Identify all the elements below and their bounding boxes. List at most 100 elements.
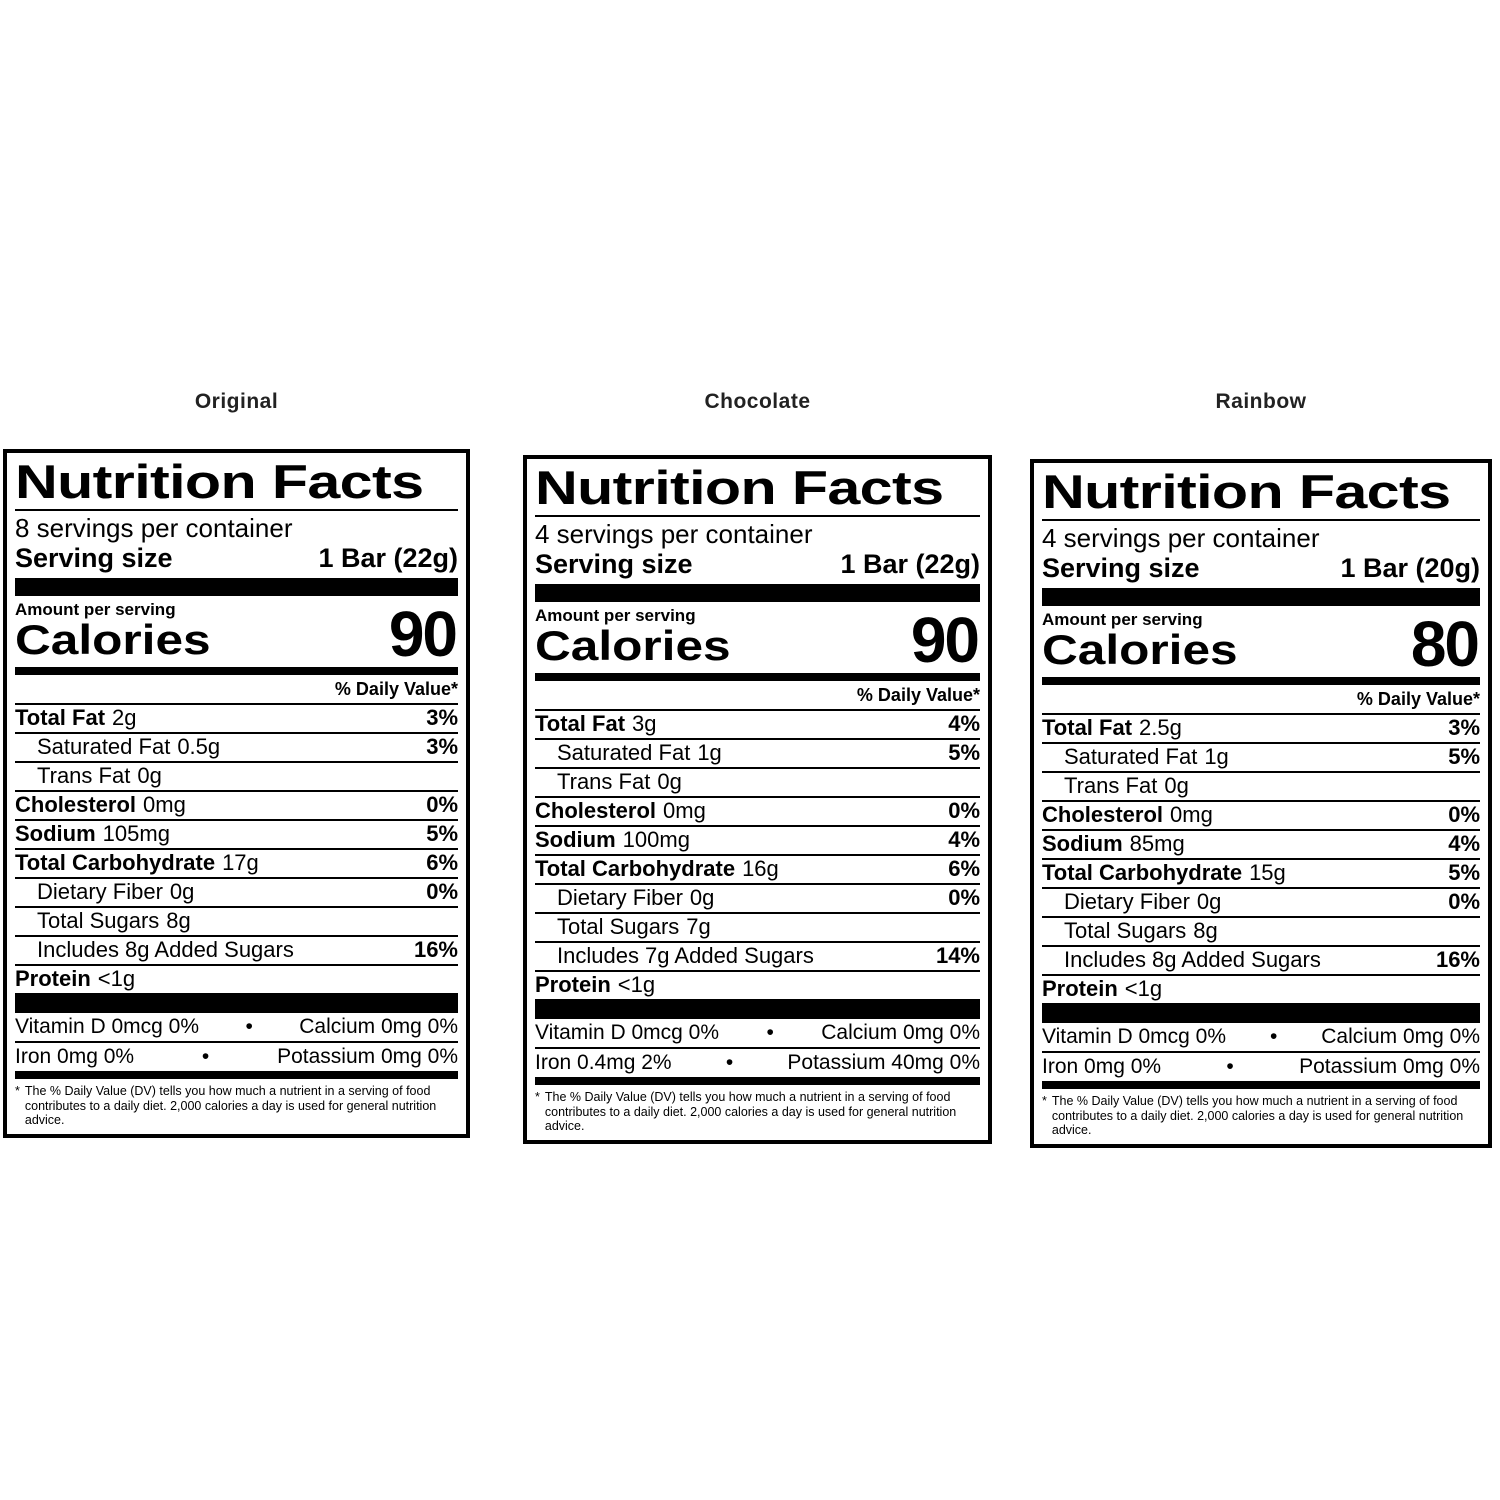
serving-size-label: Serving size <box>1042 552 1200 583</box>
nutrient-dv: 0% <box>1448 801 1480 827</box>
nutrient-row-added-sugars: Includes 8g Added Sugars 16% <box>15 937 458 966</box>
daily-value-header: % Daily Value* <box>535 681 980 711</box>
nutrient-dv: 4% <box>948 826 980 852</box>
nutrient-dv: 0% <box>426 791 458 817</box>
separator-bar-thick <box>1042 1002 1480 1023</box>
micronutrient-left: Vitamin D 0mcg 0% <box>535 1020 720 1044</box>
nutrient-name: Dietary Fiber <box>557 884 683 910</box>
nutrient-name: Total Fat <box>535 710 626 736</box>
nutrient-row-sodium: Sodium 105mg 5% <box>15 821 458 850</box>
nutrient-row-sodium: Sodium 100mg 4% <box>535 827 980 856</box>
nutrient-rows: Total Fat 2g 3% Saturated Fat 0.5g 3% Tran… <box>15 705 458 993</box>
nutrient-name: Dietary Fiber <box>1064 888 1190 914</box>
bullet-separator: • <box>725 1050 734 1074</box>
nutrient-row-protein: Protein <1g <box>1042 976 1480 1003</box>
nutrient-amount: 16g <box>742 855 779 881</box>
separator-bar-medium <box>1042 1080 1480 1089</box>
nutrient-name: Saturated Fat <box>37 733 171 759</box>
separator-bar-medium <box>15 1070 458 1079</box>
nutrient-amount: 0g <box>1196 888 1222 914</box>
nutrient-row-cholesterol: Cholesterol 0mg 0% <box>1042 802 1480 831</box>
nutrient-name: Includes 7g Added Sugars <box>557 942 814 968</box>
micronutrient-row: Vitamin D 0mcg 0% • Calcium 0mg 0% <box>15 1013 458 1043</box>
nutrient-dv: 4% <box>1448 830 1480 856</box>
footnote: * The % Daily Value (DV) tells you how m… <box>15 1079 458 1128</box>
nutrition-facts-title-text: Nutrition Facts <box>15 455 424 508</box>
nutrient-dv: 3% <box>426 704 458 730</box>
nutrient-row-dietary-fiber: Dietary Fiber 0g 0% <box>1042 889 1480 918</box>
nutrient-name: Protein <box>15 965 91 991</box>
nutrient-row-total-carbohydrate: Total Carbohydrate 17g 6% <box>15 850 458 879</box>
nutrient-name: Total Carbohydrate <box>535 855 736 881</box>
nutrient-row-saturated-fat: Saturated Fat 0.5g 3% <box>15 734 458 763</box>
nutrient-dv: 5% <box>1448 743 1480 769</box>
nutrient-row-cholesterol: Cholesterol 0mg 0% <box>535 798 980 827</box>
bullet-separator: • <box>766 1020 774 1044</box>
nutrient-amount: 15g <box>1249 859 1286 885</box>
nutrition-facts-title-text: Nutrition Facts <box>535 461 944 514</box>
bullet-separator: • <box>1226 1054 1234 1078</box>
nutrient-name: Trans Fat <box>557 768 651 794</box>
nutrient-amount: 7g <box>686 913 711 939</box>
micronutrient-left: Vitamin D 0mcg 0% <box>1042 1024 1227 1048</box>
nutrient-row-total-fat: Total Fat 3g 4% <box>535 711 980 740</box>
nutrition-facts-heading: Nutrition Facts <box>15 456 458 511</box>
flavor-title-rainbow: Rainbow <box>1215 390 1307 413</box>
nutrient-dv: 14% <box>935 942 980 968</box>
nutrient-row-trans-fat: Trans Fat 0g <box>535 769 980 798</box>
serving-size-value: 1 Bar (22g) <box>840 548 980 579</box>
micronutrient-row: Iron 0.4mg 2% • Potassium 40mg 0% <box>535 1049 980 1077</box>
nutrient-row-saturated-fat: Saturated Fat 1g 5% <box>1042 744 1480 773</box>
daily-value-header: % Daily Value* <box>15 675 458 705</box>
calories-left-column: Amount per serving Calories <box>535 602 731 666</box>
micronutrient-right: Calcium 0mg 0% <box>299 1014 458 1038</box>
serving-size-row: Serving size 1 Bar (22g) <box>15 543 458 578</box>
micronutrient-left: Iron 0mg 0% <box>1042 1054 1162 1078</box>
flavor-title-original: Original <box>194 390 279 413</box>
nutrient-dv: 3% <box>1448 714 1480 740</box>
nutrition-facts-heading: Nutrition Facts <box>1042 466 1480 521</box>
nutrient-dv: 0% <box>1448 888 1480 914</box>
nutrient-name: Dietary Fiber <box>37 878 163 904</box>
nutrient-row-protein: Protein <1g <box>15 966 458 993</box>
daily-value-header: % Daily Value* <box>1042 685 1480 715</box>
nutrient-name: Sodium <box>15 820 96 846</box>
nutrient-name: Total Fat <box>1042 714 1133 740</box>
nutrient-name: Sodium <box>1042 830 1123 856</box>
nutrient-amount: 0.5g <box>177 733 221 759</box>
nutrient-rows: Total Fat 3g 4% Saturated Fat 1g 5% Trans … <box>535 711 980 999</box>
bullet-separator: • <box>1269 1024 1278 1048</box>
nutrient-name: Total Fat <box>15 704 106 730</box>
calories-block: Amount per serving Calories 90 <box>535 602 980 672</box>
nutrient-name: Protein <box>535 971 611 997</box>
separator-bar-thick <box>1042 587 1480 606</box>
micronutrient-row: Iron 0mg 0% • Potassium 0mg 0% <box>15 1043 458 1071</box>
nutrition-label-rainbow: Nutrition Facts 4 servings per container… <box>1030 459 1492 1149</box>
nutrient-name: Includes 8g Added Sugars <box>1064 946 1321 972</box>
nutrient-name: Total Carbohydrate <box>15 849 216 875</box>
nutrient-row-total-sugars: Total Sugars 8g <box>15 908 458 937</box>
micronutrient-row: Vitamin D 0mcg 0% • Calcium 0mg 0% <box>1042 1023 1480 1053</box>
footnote-asterisk: * <box>15 1083 20 1098</box>
nutrient-name: Cholesterol <box>15 791 137 817</box>
nutrient-row-total-carbohydrate: Total Carbohydrate 16g 6% <box>535 856 980 885</box>
nutrient-dv: 3% <box>426 733 458 759</box>
nutrient-row-total-sugars: Total Sugars 8g <box>1042 918 1480 947</box>
calories-value: 90 <box>388 597 458 670</box>
nutrient-name: Saturated Fat <box>557 739 691 765</box>
nutrient-dv: 0% <box>948 797 980 823</box>
nutrient-name: Cholesterol <box>1042 801 1164 827</box>
separator-bar-medium <box>535 672 980 681</box>
separator-bar-thick <box>535 998 980 1019</box>
nutrient-amount: 8g <box>166 907 191 933</box>
nutrient-name: Cholesterol <box>535 797 657 823</box>
nutrient-row-dietary-fiber: Dietary Fiber 0g 0% <box>535 885 980 914</box>
nutrient-amount: 2.5g <box>1139 714 1182 740</box>
nutrient-row-added-sugars: Includes 8g Added Sugars 16% <box>1042 947 1480 976</box>
nutrient-dv: 16% <box>413 936 458 962</box>
nutrient-amount: <1g <box>617 971 656 997</box>
separator-bar-thick <box>535 583 980 602</box>
nutrient-amount: 0g <box>689 884 715 910</box>
nutrient-name: Total Carbohydrate <box>1042 859 1243 885</box>
